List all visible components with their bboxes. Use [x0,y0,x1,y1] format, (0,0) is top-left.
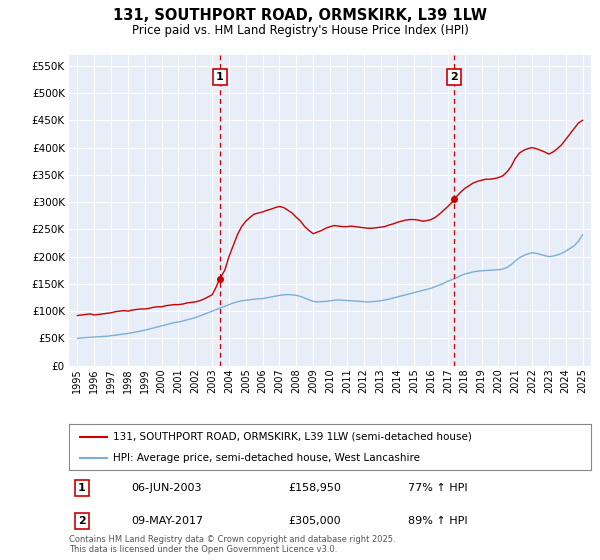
Text: Price paid vs. HM Land Registry's House Price Index (HPI): Price paid vs. HM Land Registry's House … [131,24,469,37]
Text: 77% ↑ HPI: 77% ↑ HPI [409,483,468,493]
Text: £305,000: £305,000 [288,516,341,526]
Text: 09-MAY-2017: 09-MAY-2017 [131,516,204,526]
Text: Contains HM Land Registry data © Crown copyright and database right 2025.
This d: Contains HM Land Registry data © Crown c… [69,535,395,554]
Text: HPI: Average price, semi-detached house, West Lancashire: HPI: Average price, semi-detached house,… [113,453,421,463]
Text: 131, SOUTHPORT ROAD, ORMSKIRK, L39 1LW: 131, SOUTHPORT ROAD, ORMSKIRK, L39 1LW [113,8,487,24]
Text: 89% ↑ HPI: 89% ↑ HPI [409,516,468,526]
Text: 1: 1 [215,72,223,82]
Text: 2: 2 [450,72,458,82]
Text: 1: 1 [78,483,86,493]
Text: 06-JUN-2003: 06-JUN-2003 [131,483,202,493]
Text: £158,950: £158,950 [288,483,341,493]
Text: 2: 2 [78,516,86,526]
Text: 131, SOUTHPORT ROAD, ORMSKIRK, L39 1LW (semi-detached house): 131, SOUTHPORT ROAD, ORMSKIRK, L39 1LW (… [113,432,472,442]
